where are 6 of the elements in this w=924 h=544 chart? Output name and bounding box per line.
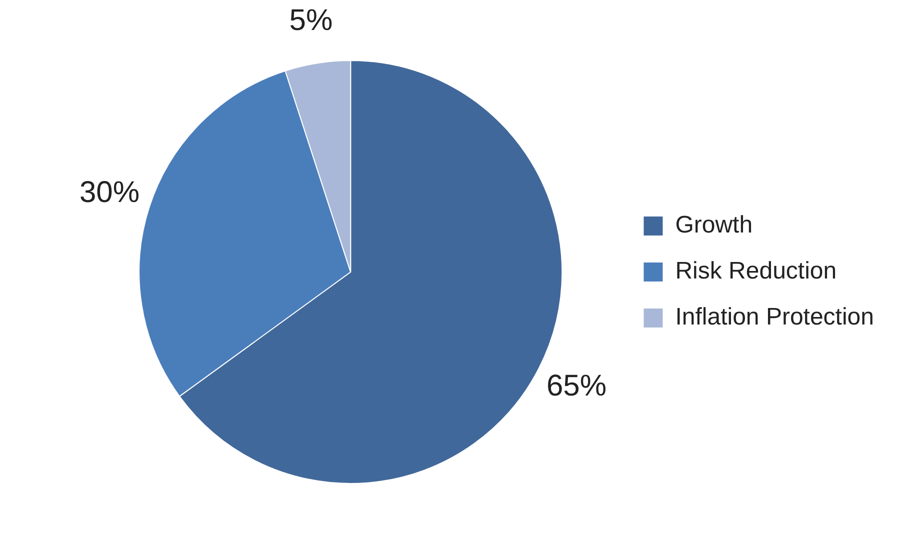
data-label: 30% — [79, 176, 140, 209]
data-label: 65% — [546, 369, 606, 402]
legend-label: Risk Reduction — [675, 258, 837, 285]
data-label: 5% — [289, 4, 333, 37]
legend-label: Growth — [675, 212, 753, 239]
legend-label: Inflation Protection — [675, 304, 874, 331]
